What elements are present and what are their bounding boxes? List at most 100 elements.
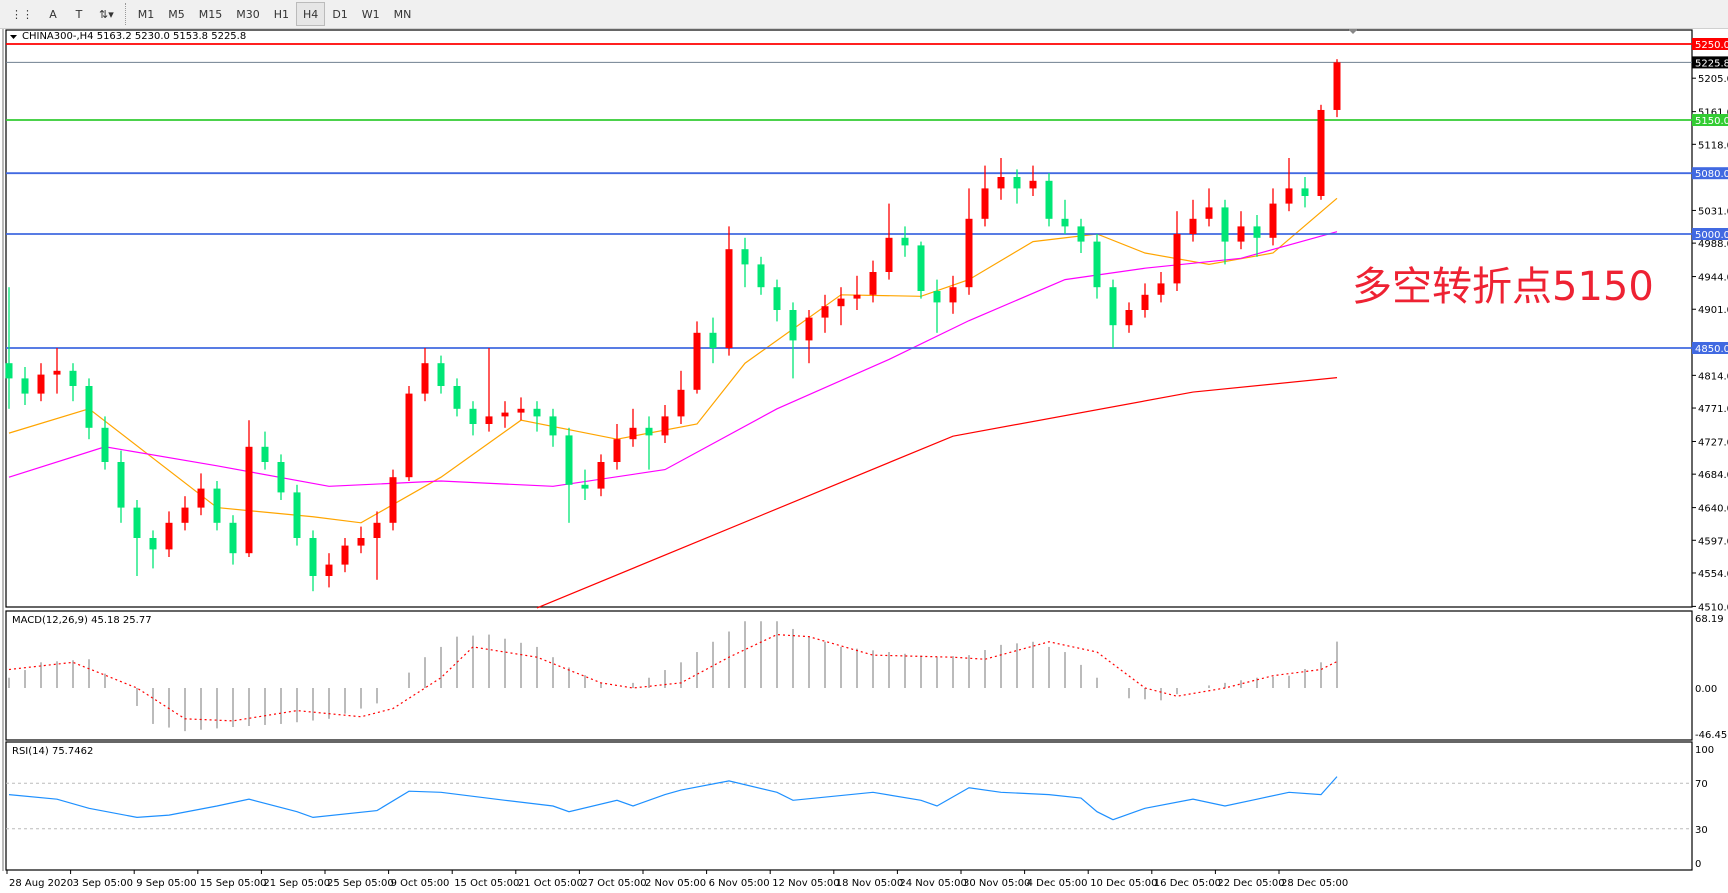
price-tick-label: 5161.0 <box>1698 108 1728 119</box>
rsi-tick-label: 70 <box>1695 779 1708 790</box>
candle-body <box>117 462 125 508</box>
candle-body <box>1061 218 1069 227</box>
candle-body <box>37 374 45 394</box>
candle-body <box>725 249 733 348</box>
candle-body <box>341 545 349 565</box>
timeframe-m5-button[interactable]: M5 <box>168 7 185 21</box>
candle-body <box>1333 62 1341 110</box>
date-tick-label: 24 Nov 05:00 <box>899 878 966 889</box>
chart-window[interactable]: 5205.0 5161.0 5118.0 5031.0 4988.0 4944.0 4901… <box>0 29 1728 893</box>
date-tick-label: 16 Dec 05:00 <box>1154 878 1221 889</box>
candle <box>1237 211 1245 250</box>
candle-body <box>1173 234 1181 284</box>
candle <box>933 279 941 333</box>
candle-body <box>1141 294 1149 310</box>
candle <box>885 203 893 280</box>
candle-body <box>85 386 93 428</box>
candle <box>485 348 493 432</box>
candle-body <box>357 538 365 546</box>
candle-body <box>485 416 493 424</box>
toolbar: ⋮⋮ A T ⇅▾ M1 M5 M15 M30 H1 H4 D1 W1 MN <box>0 0 1728 29</box>
candle <box>1045 173 1053 227</box>
candle-body <box>629 427 637 440</box>
candle <box>373 511 381 580</box>
date-tick-label: 21 Sep 05:00 <box>263 878 330 889</box>
candle <box>453 378 461 417</box>
timeframe-d1-button[interactable]: D1 <box>332 7 348 21</box>
rsi-title: RSI(14) 75.7462 <box>12 746 93 757</box>
candle <box>21 367 29 405</box>
candle <box>1013 169 1021 204</box>
candle-body <box>1013 177 1021 189</box>
candle <box>629 408 637 447</box>
candle <box>549 408 557 447</box>
candle-body <box>1093 241 1101 288</box>
candle-body <box>1077 226 1085 242</box>
candle <box>917 241 925 299</box>
candle-body <box>661 416 669 436</box>
candle-body <box>981 188 989 219</box>
candle <box>245 420 253 557</box>
candle <box>981 165 989 227</box>
candle <box>133 500 141 576</box>
candle-body <box>261 446 269 462</box>
candle-body <box>5 363 13 379</box>
price-tick-label: 4597.0 <box>1698 536 1728 547</box>
candle <box>37 363 45 402</box>
candle <box>1173 211 1181 291</box>
text-label-icon[interactable]: T <box>75 7 83 21</box>
candle <box>357 526 365 554</box>
candle-body <box>565 435 573 485</box>
price-tick-label: 5118.0 <box>1698 140 1728 151</box>
price-tick-label: 4640.0 <box>1698 504 1728 515</box>
candle-body <box>1221 207 1229 242</box>
candle-body <box>69 370 77 386</box>
candle-body <box>581 484 589 489</box>
candle <box>85 378 93 440</box>
candle <box>773 279 781 322</box>
price-label: 5080.0 <box>1695 169 1728 180</box>
timeframe-mn-button[interactable]: MN <box>393 7 412 21</box>
price-tick-label: 4727.0 <box>1698 437 1728 448</box>
candle-body <box>853 294 861 299</box>
candle-body <box>549 416 557 436</box>
candle <box>853 275 861 310</box>
candle <box>661 405 669 443</box>
candle-body <box>453 386 461 409</box>
candle-body <box>885 237 893 272</box>
candle <box>1093 234 1101 299</box>
timeframe-m1-button[interactable]: M1 <box>137 7 155 21</box>
candle-body <box>917 245 925 291</box>
text-tool-icon[interactable]: A <box>49 7 57 21</box>
candle <box>213 481 221 531</box>
candle-body <box>773 287 781 310</box>
candle-body <box>677 389 685 417</box>
candle <box>725 226 733 356</box>
timeframe-w1-button[interactable]: W1 <box>361 7 380 21</box>
candle <box>581 469 589 500</box>
arrows-icon[interactable]: ⇅▾ <box>99 7 114 21</box>
price-tick-label: 5205.0 <box>1698 74 1728 85</box>
timeframe-m30-button[interactable]: M30 <box>236 7 260 21</box>
moving-average-line-2 <box>536 377 1338 609</box>
candle <box>677 370 685 424</box>
timeframe-h1-button[interactable]: H1 <box>273 7 290 21</box>
date-tick-label: 30 Nov 05:00 <box>963 878 1030 889</box>
candle <box>1189 199 1197 242</box>
candle-body <box>213 488 221 523</box>
candle <box>1205 188 1213 227</box>
candle-body <box>1109 287 1117 326</box>
candle <box>469 401 477 436</box>
candle-body <box>1189 218 1197 234</box>
chart-menu-triangle-icon <box>10 35 17 39</box>
candle-body <box>1269 203 1277 238</box>
candle <box>949 275 957 314</box>
timeframe-h4-button[interactable]: H4 <box>296 2 326 26</box>
date-tick-label: 9 Sep 05:00 <box>136 878 196 889</box>
candle-body <box>709 332 717 348</box>
price-label-box <box>1692 167 1728 180</box>
macd-title: MACD(12,26,9) 45.18 25.77 <box>12 615 152 626</box>
periodicity-icon[interactable]: ⋮⋮ <box>11 7 33 21</box>
timeframe-m15-button[interactable]: M15 <box>198 7 223 21</box>
candle-body <box>469 408 477 424</box>
